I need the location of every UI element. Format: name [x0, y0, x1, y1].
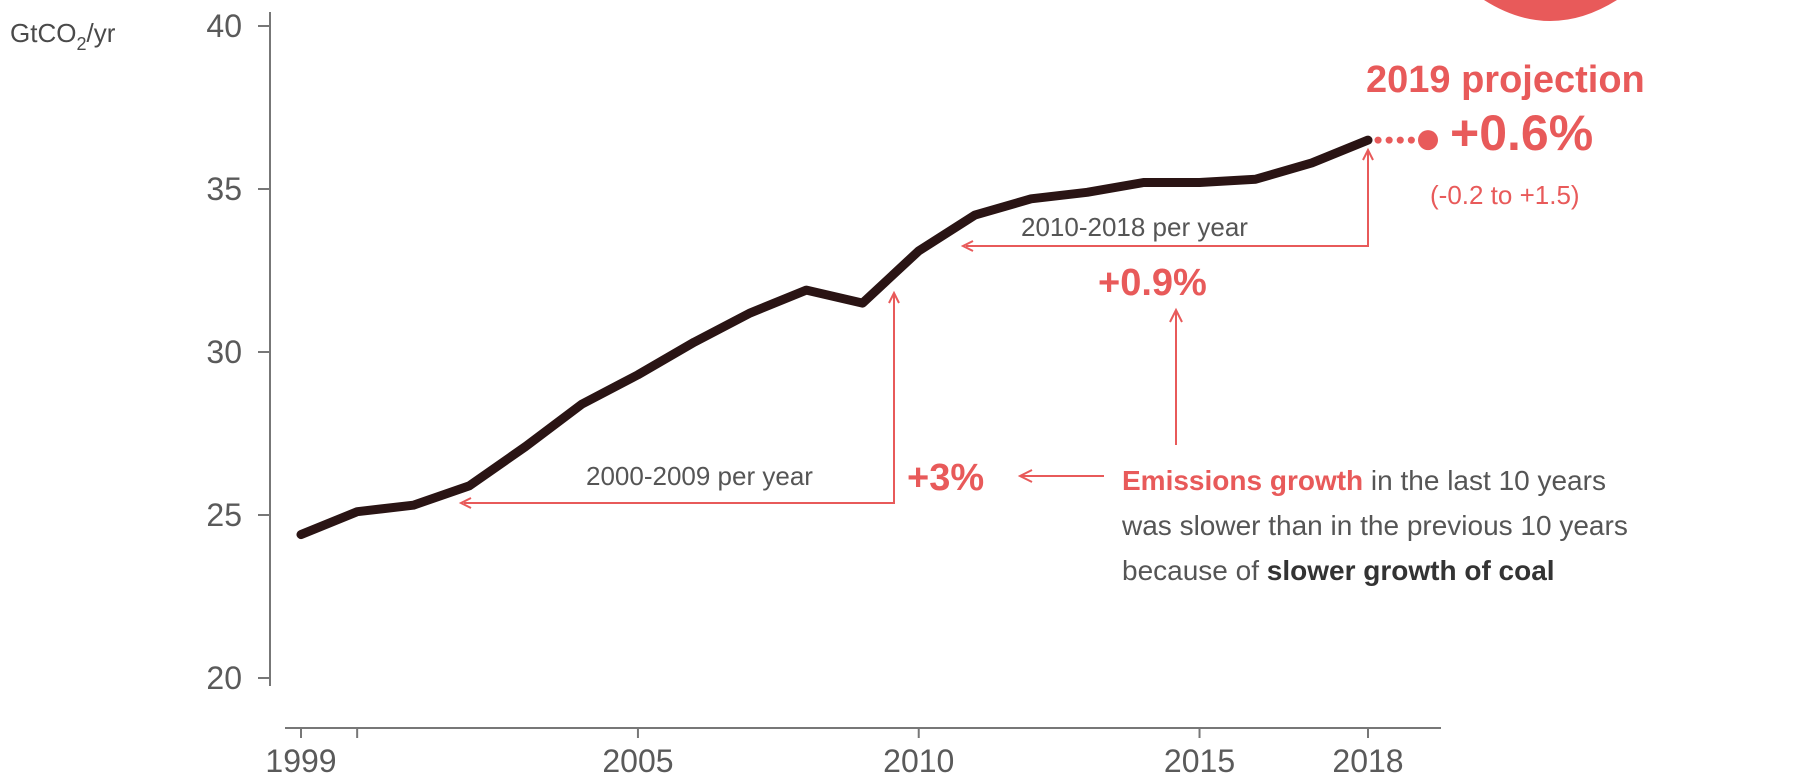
y-unit-label: GtCO2/yr: [10, 18, 116, 54]
note-line-1: Emissions growth in the last 10 years: [1122, 465, 1606, 496]
x-tick-label: 2018: [1332, 743, 1403, 776]
note-line-2: was slower than in the previous 10 years: [1121, 510, 1628, 541]
arrowhead-2000-2009-left: [458, 497, 472, 509]
projection-marks: [1374, 130, 1438, 151]
y-tick-label: 30: [206, 334, 242, 370]
projection-point: [1418, 130, 1438, 151]
period-2010-value: +0.9%: [1098, 262, 1207, 304]
bracket-2010-2018: [966, 152, 1369, 247]
x-ticks: 1999 2005 2010 2015 2018: [265, 728, 1404, 776]
note-line-1-rest: in the last 10 years: [1363, 465, 1606, 496]
period-2000-value: +3%: [907, 457, 984, 499]
note-line-3-lead: because of: [1122, 555, 1267, 586]
period-2000-label: 2000-2009 per year: [586, 461, 813, 491]
projection-title: 2019 projection: [1366, 59, 1645, 101]
annotation-arrows: [458, 147, 1374, 509]
x-tick-label: 2015: [1164, 743, 1235, 776]
period-2010-label: 2010-2018 per year: [1021, 212, 1248, 242]
y-tick-label: 20: [206, 660, 242, 696]
y-ticks: 20 25 30 35 40: [206, 8, 270, 696]
arrowhead-2000-2009-up: [888, 290, 900, 304]
note-emphasis-growth: Emissions growth: [1122, 465, 1363, 496]
corner-badge-shape: [1484, 0, 1617, 21]
arrowhead-2010-2018-left: [960, 240, 974, 252]
note-emphasis-coal: slower growth of coal: [1267, 555, 1555, 586]
projection-change: +0.6%: [1450, 105, 1593, 161]
x-tick-label: 2005: [602, 743, 673, 776]
note-line-3: because of slower growth of coal: [1122, 555, 1555, 586]
bracket-2000-2009: [464, 295, 895, 504]
emissions-series-line: [296, 135, 1373, 540]
y-tick-label: 40: [206, 8, 242, 44]
y-tick-label: 35: [206, 171, 242, 207]
projection-range: (-0.2 to +1.5): [1430, 180, 1580, 210]
x-tick-label: 2010: [883, 743, 954, 776]
arrowhead-2010-2018-up: [1362, 147, 1374, 161]
note-arrowhead-up: [1169, 307, 1183, 323]
y-tick-label: 25: [206, 497, 242, 533]
note-arrowhead-left: [1017, 469, 1033, 483]
x-tick-label: 1999: [265, 743, 336, 776]
